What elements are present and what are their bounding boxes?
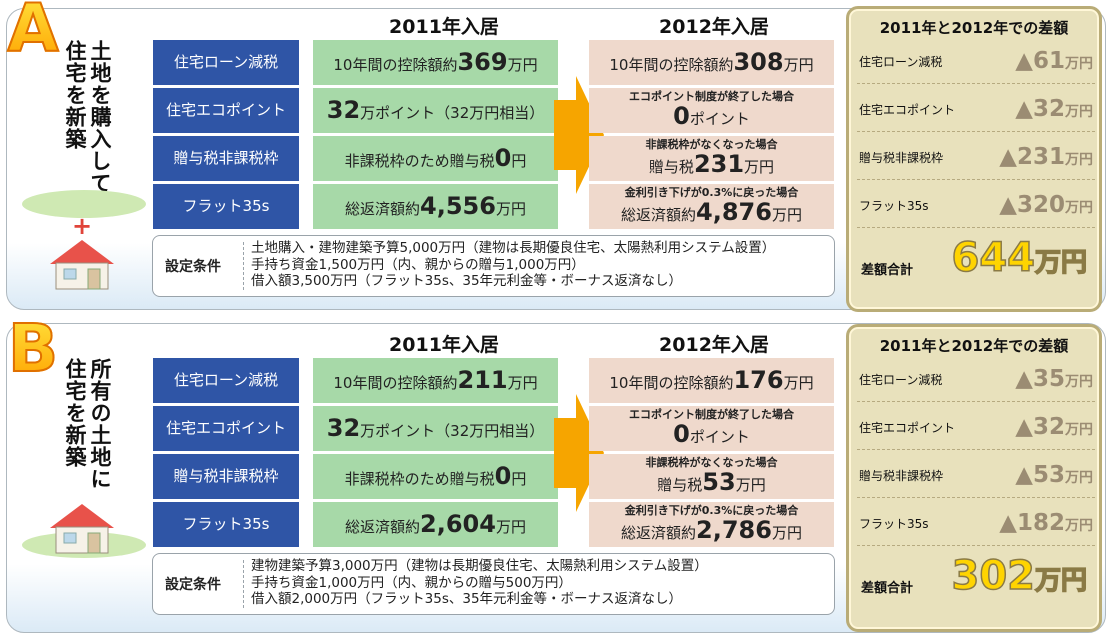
a-diff-box: 2011年と2012年での差額 住宅ローン減税 ▲61万円 住宅エコポイント ▲… <box>846 6 1102 312</box>
a-diff-loan: 住宅ローン減税 ▲61万円 <box>859 48 1093 74</box>
b-diff-flat: フラット35s ▲182万円 <box>859 510 1093 536</box>
a-diff-flat: フラット35s ▲320万円 <box>859 192 1093 218</box>
a-condition-3: 借入額3,500万円（フラット35s、35年元利金等・ボーナス返済なし） <box>251 273 683 289</box>
category-loan: 住宅ローン減税 <box>153 358 299 403</box>
category-eco: 住宅エコポイント <box>153 88 299 133</box>
b-diff-gift: 贈与税非課税枠 ▲53万円 <box>859 462 1093 488</box>
b-condition-2: 手持ち資金1,000万円（内、親からの贈与500万円） <box>251 574 572 591</box>
b-2012-loan: 10年間の控除額約 176 万円 <box>589 358 834 403</box>
a-2012-eco: エコポイント制度が終了した場合 0 ポイント <box>589 88 834 133</box>
category-flat: フラット35s <box>153 502 299 547</box>
a-conditions-box: 設定条件 土地購入・建物建築予算5,000万円（建物は長期優良住宅、太陽熱利用シ… <box>152 235 835 297</box>
b-2012-flat: 金利引き下げが0.3%に戻った場合 総返済額約 2,786 万円 <box>589 502 834 547</box>
arrow-right-icon <box>554 76 604 194</box>
b-condition-1: 建物建築予算3,000万円（建物は長期優良住宅、太陽熱利用システム設置） <box>251 558 708 574</box>
conditions-divider <box>243 560 244 608</box>
b-diff-eco: 住宅エコポイント ▲32万円 <box>859 414 1093 440</box>
b-2011-loan: 10年間の控除額約 211 万円 <box>313 358 558 403</box>
b-condition-3: 借入額2,000万円（フラット35s、35年元利金等・ボーナス返済なし） <box>251 591 683 607</box>
category-loan: 住宅ローン減税 <box>153 40 299 85</box>
a-conditions-lines: 土地購入・建物建築予算5,000万円（建物は長期優良住宅、太陽熱利用システム設置… <box>251 240 775 290</box>
conditions-label: 設定条件 <box>165 577 221 593</box>
a-condition-2: 手持ち資金1,500万円（内、親からの贈与1,000万円） <box>251 256 585 273</box>
b-diff-loan: 住宅ローン減税 ▲35万円 <box>859 366 1093 392</box>
b-2012-eco: エコポイント制度が終了した場合 0 ポイント <box>589 406 834 451</box>
plus-icon: + <box>72 212 93 240</box>
house-icon <box>50 240 114 290</box>
b-2011-flat: 総返済額約 2,604 万円 <box>313 502 558 547</box>
panel-b-badge: B <box>2 313 64 385</box>
a-2012-flat: 金利引き下げが0.3%に戻った場合 総返済額約 4,876 万円 <box>589 184 834 229</box>
diff-total-label: 差額合計 <box>861 581 914 596</box>
year-2012-header: 2012年入居 <box>659 16 769 38</box>
diff-title: 2011年と2012年での差額 <box>879 337 1069 355</box>
diff-title: 2011年と2012年での差額 <box>879 19 1069 37</box>
a-2011-eco: 32 万ポイント（32万円相当） <box>313 88 558 133</box>
a-diff-gift: 贈与税非課税枠 ▲231万円 <box>859 144 1093 170</box>
panel-a-badge: A <box>2 0 64 65</box>
arrow-right-icon <box>554 394 604 512</box>
land-plot-illustration <box>22 190 146 218</box>
year-2011-header: 2011年入居 <box>389 16 499 38</box>
a-2012-gift: 非課税枠がなくなった場合 贈与税 231 万円 <box>589 136 834 181</box>
category-eco: 住宅エコポイント <box>153 406 299 451</box>
b-diff-box: 2011年と2012年での差額 住宅ローン減税 ▲35万円 住宅エコポイント ▲… <box>846 324 1102 632</box>
year-2011-header: 2011年入居 <box>389 334 499 356</box>
category-gift: 贈与税非課税枠 <box>153 136 299 181</box>
b-conditions-lines: 建物建築予算3,000万円（建物は長期優良住宅、太陽熱利用システム設置） 手持ち… <box>251 558 708 608</box>
year-2012-header: 2012年入居 <box>659 334 769 356</box>
category-flat: フラット35s <box>153 184 299 229</box>
b-2012-gift: 非課税枠がなくなった場合 贈与税 53 万円 <box>589 454 834 499</box>
diff-total-label: 差額合計 <box>861 263 914 278</box>
b-diff-total: 302万円 <box>951 552 1088 600</box>
a-2012-loan: 10年間の控除額約 308 万円 <box>589 40 834 85</box>
a-diff-total: 644万円 <box>951 234 1088 282</box>
panel-a-title: 土地を購入して住宅を新築 <box>63 40 112 194</box>
conditions-divider <box>243 242 244 290</box>
a-2011-flat: 総返済額約 4,556 万円 <box>313 184 558 229</box>
panel-b-title: 所有の土地に住宅を新築 <box>63 358 112 490</box>
a-diff-eco: 住宅エコポイント ▲32万円 <box>859 96 1093 122</box>
house-icon <box>50 504 114 554</box>
b-2011-gift: 非課税枠のため贈与税 0 円 <box>313 454 558 499</box>
b-conditions-box: 設定条件 建物建築予算3,000万円（建物は長期優良住宅、太陽熱利用システム設置… <box>152 553 835 615</box>
b-2011-eco: 32 万ポイント（32万円相当） <box>313 406 558 451</box>
a-condition-1: 土地購入・建物建築予算5,000万円（建物は長期優良住宅、太陽熱利用システム設置… <box>251 240 776 256</box>
a-2011-loan: 10年間の控除額約 369 万円 <box>313 40 558 85</box>
category-gift: 贈与税非課税枠 <box>153 454 299 499</box>
conditions-label: 設定条件 <box>165 259 221 275</box>
a-2011-gift: 非課税枠のため贈与税 0 円 <box>313 136 558 181</box>
